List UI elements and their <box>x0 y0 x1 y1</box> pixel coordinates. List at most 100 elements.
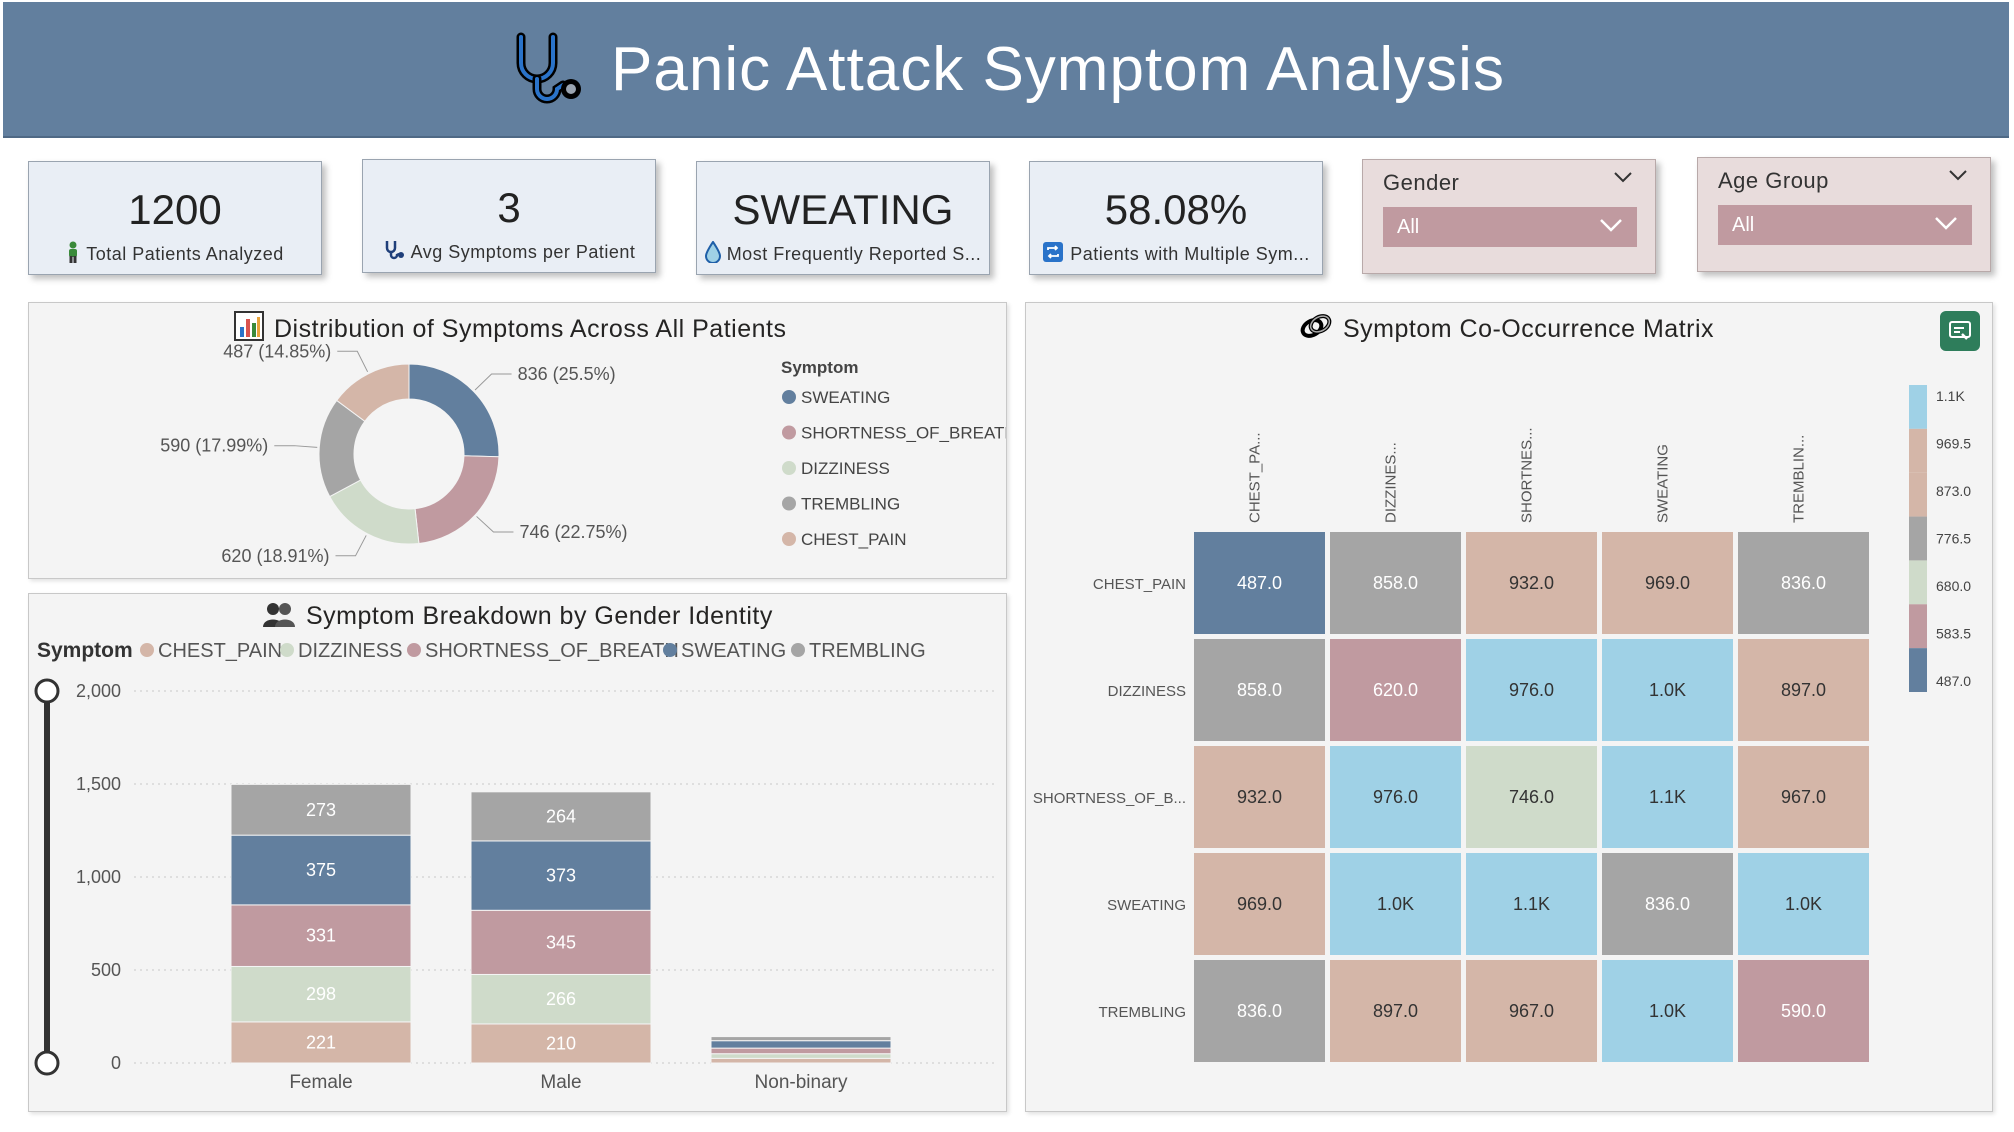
zoom-slider-handle-top <box>34 678 60 704</box>
kpi-label: Avg Symptoms per Patient <box>369 239 649 263</box>
donut-slice <box>335 363 410 422</box>
bar-data-label: 266 <box>546 989 576 1009</box>
row-label: CHEST_PAIN <box>1093 576 1186 593</box>
cell-value: 836.0 <box>1237 1001 1282 1021</box>
chevron-down-icon[interactable] <box>1948 168 1968 182</box>
legend-title: Symptom <box>37 639 133 662</box>
heatmap-cell <box>1466 960 1597 1062</box>
kpi-label-text: Patients with Multiple Sym... <box>1070 244 1310 264</box>
column-label: CHEST_PA... <box>1247 432 1264 523</box>
chevron-down-icon[interactable] <box>1613 170 1633 184</box>
legend-marker <box>407 643 421 657</box>
cell-value: 897.0 <box>1373 1001 1418 1021</box>
cell-value: 620.0 <box>1373 680 1418 700</box>
heatmap-cell <box>1330 639 1461 741</box>
legend-marker <box>782 425 796 440</box>
heatmap-cell <box>1330 532 1461 634</box>
stacked-bar-chart: Symptom CHEST_PAIN DIZZINESS SHORTNESS_OF_B… <box>34 639 994 1093</box>
scale-segment <box>1909 648 1927 692</box>
leader-line <box>474 373 512 391</box>
bar-segment <box>710 1040 892 1049</box>
legend-marker <box>280 643 294 657</box>
bar-segment <box>230 1021 412 1064</box>
cell-value: 858.0 <box>1237 680 1282 700</box>
export-button[interactable] <box>1940 311 1980 351</box>
heatmap-cell <box>1466 639 1597 741</box>
bar-segment <box>230 904 412 967</box>
x-tick-label: Male <box>540 1072 581 1093</box>
bar-segment <box>470 840 652 911</box>
heatmap-cell <box>1466 853 1597 955</box>
column-label: TREMBLIN... <box>1791 435 1808 523</box>
cell-value: 487.0 <box>1237 573 1282 593</box>
heatmap-panel: Symptom Co-Occurrence Matrix CHEST_PA...… <box>1025 302 1993 1112</box>
drop-icon <box>704 241 721 263</box>
cell-value: 1.0K <box>1785 894 1822 914</box>
heatmap-chart: CHEST_PA... DIZZINES... SHORTNES... SWEATIN… <box>1033 385 1971 1062</box>
slicer-age-group: Age Group All <box>1697 157 1991 272</box>
legend-marker <box>782 461 796 475</box>
donut-slice <box>408 363 500 458</box>
bar-data-label: 331 <box>306 926 336 946</box>
cell-value: 976.0 <box>1373 787 1418 807</box>
cell-value: 1.0K <box>1649 1001 1686 1021</box>
bar-chart-icon <box>234 311 264 341</box>
legend-title: Symptom <box>781 358 858 377</box>
leader-line <box>337 350 369 373</box>
y-tick-label: 500 <box>91 960 121 980</box>
chart-title-text: Symptom Breakdown by Gender Identity <box>306 602 773 630</box>
legend-marker <box>663 643 677 657</box>
kpi-card-most-frequent[interactable]: SWEATING Most Frequently Reported S... <box>696 161 990 275</box>
legend-marker <box>140 643 154 657</box>
chart-title: Symptom Breakdown by Gender Identity <box>262 600 773 631</box>
cell-value: 746.0 <box>1509 787 1554 807</box>
kpi-card-avg-symptoms[interactable]: 3 Avg Symptoms per Patient <box>362 159 656 273</box>
legend-label: SWEATING <box>801 388 890 407</box>
heatmap-cell <box>1738 853 1869 955</box>
bar-segment <box>470 791 652 842</box>
heatmap-cell <box>1330 746 1461 848</box>
cell-value: 858.0 <box>1373 573 1418 593</box>
heatmap-cell <box>1738 639 1869 741</box>
legend-label: DIZZINESS <box>298 640 402 662</box>
people-icon <box>263 603 295 627</box>
leader-line <box>476 516 514 533</box>
scale-label: 776.5 <box>1936 531 1971 547</box>
cell-value: 1.1K <box>1649 787 1686 807</box>
kpi-value: 1200 <box>128 186 222 233</box>
heatmap-cell <box>1466 532 1597 634</box>
bar-data-label: 298 <box>306 984 336 1004</box>
scale-label: 583.5 <box>1936 626 1971 642</box>
heatmap-cell <box>1194 746 1325 848</box>
bar-segment <box>230 965 412 1023</box>
scale-label: 680.0 <box>1936 578 1971 594</box>
kpi-card-total-patients[interactable]: 1200 Total Patients Analyzed <box>28 161 322 275</box>
gender-dropdown[interactable]: All <box>1383 207 1637 247</box>
legend-label: TREMBLING <box>809 640 926 662</box>
cell-value: 1.0K <box>1377 894 1414 914</box>
slicer-gender: Gender All <box>1362 159 1656 274</box>
kpi-card-multiple-symptoms[interactable]: 58.08% Patients with Multiple Sym... <box>1029 161 1323 275</box>
cell-value: 1.0K <box>1649 680 1686 700</box>
bar-data-label: 273 <box>306 800 336 820</box>
data-label: 590 (17.99%) <box>160 436 268 456</box>
donut-slice <box>414 455 500 545</box>
y-tick-label: 2,000 <box>76 681 121 701</box>
bar-data-label: 373 <box>546 866 576 886</box>
y-tick-label: 0 <box>111 1053 121 1073</box>
cell-value: 932.0 <box>1237 787 1282 807</box>
bar-data-label: 210 <box>546 1033 576 1053</box>
cell-value: 969.0 <box>1645 573 1690 593</box>
person-icon <box>69 241 78 263</box>
heatmap-cell <box>1602 853 1733 955</box>
legend-label: CHEST_PAIN <box>801 530 907 549</box>
data-label: 746 (22.75%) <box>519 522 627 542</box>
heatmap-cell <box>1602 960 1733 1062</box>
repeat-icon <box>1043 242 1064 262</box>
chevron-down-icon <box>1935 217 1957 230</box>
age-group-dropdown[interactable]: All <box>1718 205 1972 245</box>
data-label: 836 (25.5%) <box>518 364 616 384</box>
bar-segment <box>710 1047 892 1055</box>
column-label: DIZZINES... <box>1383 442 1400 523</box>
donut-chart: 836 (25.5%) 746 (22.75%) 620 (18.91%) 590 (… <box>160 341 1006 566</box>
